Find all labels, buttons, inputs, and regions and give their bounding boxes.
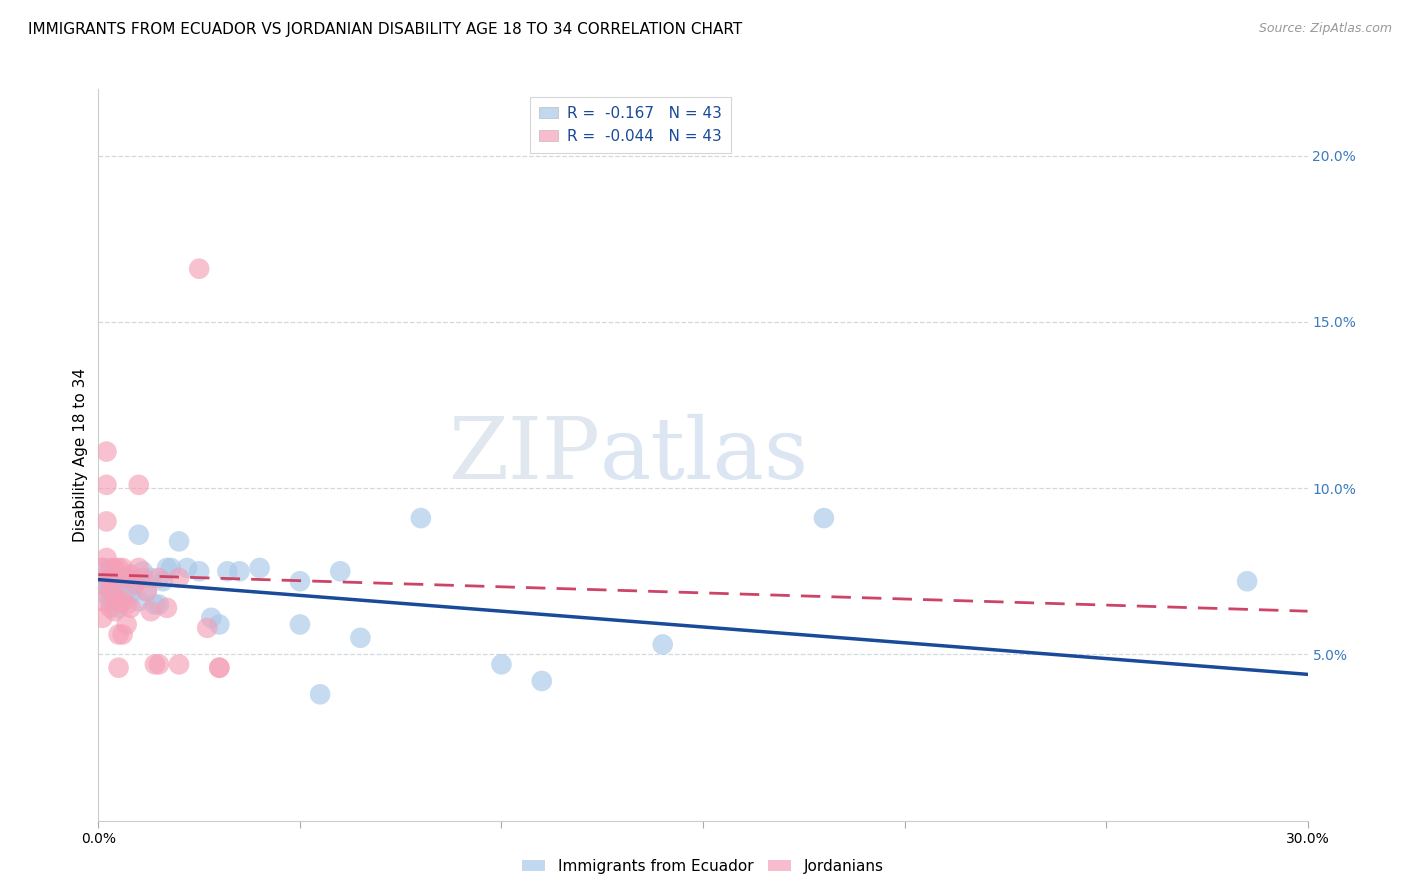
Point — [160, 561, 183, 575]
Point — [107, 594, 129, 608]
Point — [188, 564, 211, 578]
Point — [100, 584, 122, 599]
Point — [143, 657, 166, 672]
Point — [100, 561, 122, 575]
Point — [148, 598, 170, 612]
Point — [128, 478, 150, 492]
Point — [100, 571, 122, 585]
Point — [124, 577, 146, 591]
Point — [152, 574, 174, 589]
Point — [329, 564, 352, 578]
Point — [120, 600, 142, 615]
Point — [107, 661, 129, 675]
Point — [96, 515, 118, 529]
Legend: R =  -0.167   N = 43, R =  -0.044   N = 43: R = -0.167 N = 43, R = -0.044 N = 43 — [530, 97, 731, 153]
Point — [96, 571, 118, 585]
Point — [91, 594, 114, 608]
Point — [91, 561, 114, 575]
Point — [120, 567, 142, 582]
Point — [111, 561, 134, 575]
Point — [91, 577, 114, 591]
Point — [115, 581, 138, 595]
Point — [349, 631, 371, 645]
Point — [96, 478, 118, 492]
Point — [107, 584, 129, 599]
Point — [115, 571, 138, 585]
Point — [107, 600, 129, 615]
Point — [200, 611, 222, 625]
Point — [100, 574, 122, 589]
Point — [103, 588, 125, 602]
Text: atlas: atlas — [600, 413, 810, 497]
Point — [103, 577, 125, 591]
Point — [195, 621, 218, 635]
Point — [135, 584, 157, 599]
Point — [107, 561, 129, 575]
Point — [167, 534, 190, 549]
Text: ZIP: ZIP — [449, 413, 600, 497]
Point — [309, 687, 332, 701]
Point — [111, 571, 134, 585]
Point — [91, 561, 114, 575]
Point — [491, 657, 513, 672]
Point — [103, 584, 125, 599]
Point — [156, 561, 179, 575]
Point — [115, 598, 138, 612]
Legend: Immigrants from Ecuador, Jordanians: Immigrants from Ecuador, Jordanians — [516, 853, 890, 880]
Point — [288, 574, 311, 589]
Point — [103, 561, 125, 575]
Point — [249, 561, 271, 575]
Point — [813, 511, 835, 525]
Point — [120, 588, 142, 602]
Point — [1236, 574, 1258, 589]
Point — [115, 617, 138, 632]
Point — [409, 511, 432, 525]
Point — [208, 661, 231, 675]
Point — [176, 561, 198, 575]
Point — [91, 611, 114, 625]
Point — [96, 551, 118, 566]
Point — [228, 564, 250, 578]
Point — [132, 571, 155, 585]
Point — [103, 604, 125, 618]
Point — [96, 444, 118, 458]
Point — [111, 627, 134, 641]
Point — [188, 261, 211, 276]
Point — [139, 604, 162, 618]
Point — [651, 637, 673, 651]
Point — [530, 673, 553, 688]
Point — [217, 564, 239, 578]
Y-axis label: Disability Age 18 to 34: Disability Age 18 to 34 — [73, 368, 89, 542]
Point — [148, 657, 170, 672]
Point — [128, 594, 150, 608]
Point — [128, 561, 150, 575]
Text: Source: ZipAtlas.com: Source: ZipAtlas.com — [1258, 22, 1392, 36]
Point — [148, 571, 170, 585]
Point — [111, 594, 134, 608]
Point — [135, 584, 157, 599]
Point — [167, 657, 190, 672]
Point — [208, 661, 231, 675]
Point — [91, 574, 114, 589]
Point — [288, 617, 311, 632]
Point — [139, 571, 162, 585]
Point — [124, 577, 146, 591]
Point — [132, 564, 155, 578]
Point — [156, 600, 179, 615]
Point — [208, 617, 231, 632]
Point — [107, 627, 129, 641]
Point — [143, 598, 166, 612]
Point — [100, 600, 122, 615]
Text: IMMIGRANTS FROM ECUADOR VS JORDANIAN DISABILITY AGE 18 TO 34 CORRELATION CHART: IMMIGRANTS FROM ECUADOR VS JORDANIAN DIS… — [28, 22, 742, 37]
Point — [96, 588, 118, 602]
Point — [167, 571, 190, 585]
Point — [100, 594, 122, 608]
Point — [128, 527, 150, 541]
